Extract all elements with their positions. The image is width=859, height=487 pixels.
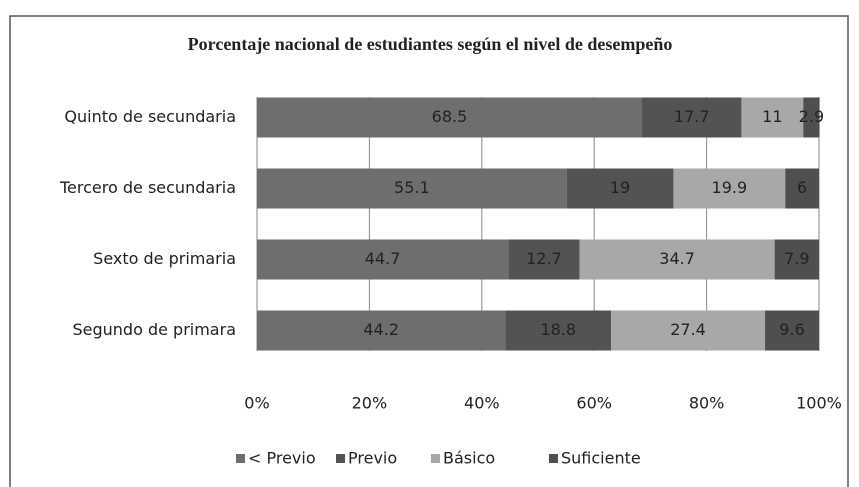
data-label: 7.9 — [784, 249, 809, 268]
bar-segment — [257, 97, 642, 138]
data-label: 11 — [762, 107, 782, 126]
y-tick-label: Quinto de secundaria — [64, 107, 236, 126]
bar-segment — [257, 239, 509, 280]
legend-label: Básico — [443, 449, 495, 468]
bar-segment — [641, 97, 742, 138]
bar-segment — [611, 310, 766, 351]
bar-segment — [774, 239, 819, 280]
legend-swatch — [336, 454, 345, 463]
data-label: 18.8 — [540, 320, 576, 339]
bar-segment — [566, 168, 674, 209]
chart-title: Porcentaje nacional de estudiantes según… — [188, 34, 673, 54]
y-tick-label: Segundo de primara — [72, 320, 236, 339]
legend-swatch — [431, 454, 440, 463]
bar-segment — [785, 168, 819, 209]
bar-segment — [741, 97, 804, 138]
data-label: 6 — [797, 178, 807, 197]
legend-swatch — [549, 454, 558, 463]
bar-segment — [765, 310, 819, 351]
bar-segment — [257, 168, 567, 209]
data-label: 27.4 — [670, 320, 706, 339]
x-tick-label: 80% — [689, 394, 725, 413]
bar-segment — [505, 310, 612, 351]
y-tick-label: Sexto de primaria — [93, 249, 236, 268]
data-label: 68.5 — [432, 107, 468, 126]
data-label: 12.7 — [526, 249, 562, 268]
x-tick-label: 0% — [244, 394, 269, 413]
legend-label: < Previo — [248, 449, 316, 468]
data-label: 19 — [610, 178, 630, 197]
data-label: 2.9 — [799, 107, 824, 126]
data-label: 19.9 — [712, 178, 748, 197]
legend-label: Previo — [348, 449, 397, 468]
bar-segment — [579, 239, 775, 280]
x-tick-label: 100% — [796, 394, 842, 413]
bar-segment — [508, 239, 580, 280]
bar-segment — [673, 168, 786, 209]
x-tick-label: 40% — [464, 394, 500, 413]
data-label: 55.1 — [394, 178, 430, 197]
x-tick-label: 60% — [576, 394, 612, 413]
x-tick-label: 20% — [352, 394, 388, 413]
legend-label: Suficiente — [561, 449, 641, 468]
bar-segment — [803, 97, 820, 138]
bar-segment — [257, 310, 506, 351]
y-tick-label: Tercero de secundaria — [59, 178, 236, 197]
data-label: 34.7 — [659, 249, 695, 268]
legend-swatch — [236, 454, 245, 463]
data-label: 9.6 — [779, 320, 804, 339]
data-label: 44.2 — [363, 320, 399, 339]
data-label: 17.7 — [674, 107, 710, 126]
data-label: 44.7 — [365, 249, 401, 268]
